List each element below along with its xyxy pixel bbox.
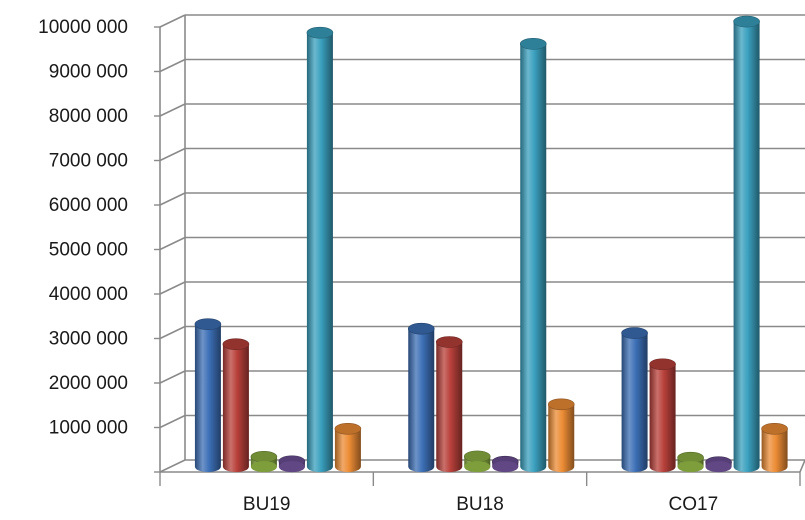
bar-top [519,38,547,50]
y-tick-label: 8000 000 [49,106,128,127]
bar-top [649,358,676,371]
bar-body [334,428,361,473]
bar-CO17-2 [649,358,676,473]
y-tick-label: 6000 000 [49,195,128,216]
bar-top [435,336,463,348]
bar-body [194,324,221,473]
bar-base [705,461,732,473]
floor-edge [799,459,805,473]
bar-top [733,15,760,28]
x-axis-ticks: BU19 BU18 CO17 [159,472,801,515]
bar-base [250,461,277,473]
bar-top [761,422,788,435]
bars [194,15,788,473]
bar-top [334,422,362,435]
bar-CO17-3 [677,451,704,473]
bar-BU18-2 [435,336,463,473]
bar-BU19-6 [334,422,362,473]
y-tick-label: 9000 000 [49,62,128,83]
bar-BU18-6 [547,398,575,473]
gridlines [159,14,805,473]
bar-BU19-1 [194,318,222,473]
y-tick-label: 5000 000 [49,240,128,261]
bar-CO17-1 [621,327,648,473]
bar-top [621,327,648,339]
bar-body [408,328,435,473]
bar-base [677,461,704,473]
x-tick-label: BU19 [243,494,291,515]
bar-body [222,344,249,473]
bar-top [407,322,435,335]
gridline-side [159,103,186,117]
bar-body [520,43,547,473]
y-tick-label: 7000 000 [49,151,128,172]
bar-BU18-1 [407,322,435,473]
bar-body [649,364,676,473]
bar-top [194,318,222,331]
gridline-side [159,325,186,340]
bar-body [306,32,333,473]
bar-CO17-4 [705,456,732,473]
bar-BU19-4 [278,455,306,473]
gridline-side [159,281,186,295]
bar-top [463,450,491,463]
gridline-side [159,192,186,206]
bar-body [436,342,463,473]
y-tick-label: 3000 000 [49,329,128,350]
bar-top [222,338,250,351]
bar-top [250,451,278,463]
y-tick-label: 4000 000 [49,284,128,305]
bar-base [492,461,519,473]
bar-BU18-3 [463,450,491,473]
bar-CO17-6 [761,422,788,473]
axes [159,27,805,473]
bar-body [548,404,575,473]
bar-BU19-5 [306,26,334,473]
bar-body [733,21,760,473]
bar-BU18-5 [519,38,547,473]
gridline-side [159,414,186,429]
y-tick-label: 2000 000 [49,373,128,394]
x-tick-label: BU18 [456,494,504,515]
gridline-side [159,236,186,251]
bar-top [306,26,334,39]
y-tick-label: 10000 000 [38,17,128,38]
bar-BU19-3 [250,451,278,473]
bar-base [278,461,305,473]
bar-BU18-4 [491,455,519,473]
bar-body [621,333,648,473]
gridline-side [159,58,186,73]
y-axis-ticks: 1000 000 2000 000 3000 000 4000 000 5000 000… [38,17,160,473]
gridline-side [159,147,186,162]
bar-BU19-2 [222,338,250,473]
gridline-side [159,370,186,384]
y-tick-label: 1000 000 [49,418,128,439]
bar-top [547,398,575,411]
gridline-side [159,459,186,473]
bar-CO17-5 [733,15,760,473]
x-tick-label: CO17 [669,494,719,515]
gridline-side [159,14,186,28]
bar-base [464,461,491,473]
bar-body [761,428,788,473]
